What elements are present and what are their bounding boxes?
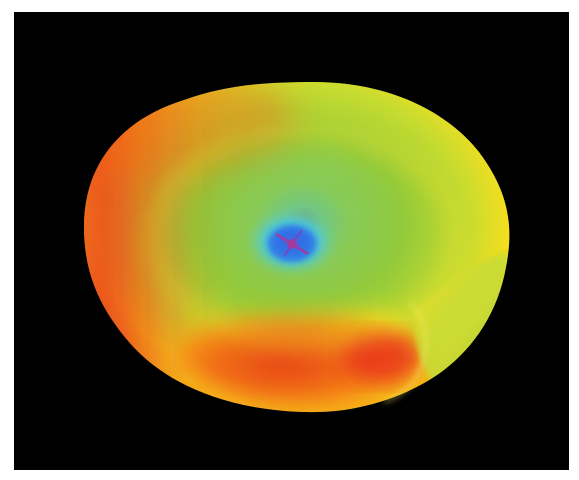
heatmap-render	[84, 82, 510, 413]
center-spot	[244, 206, 340, 278]
lobe-seam	[383, 300, 428, 404]
black-background	[14, 12, 569, 470]
